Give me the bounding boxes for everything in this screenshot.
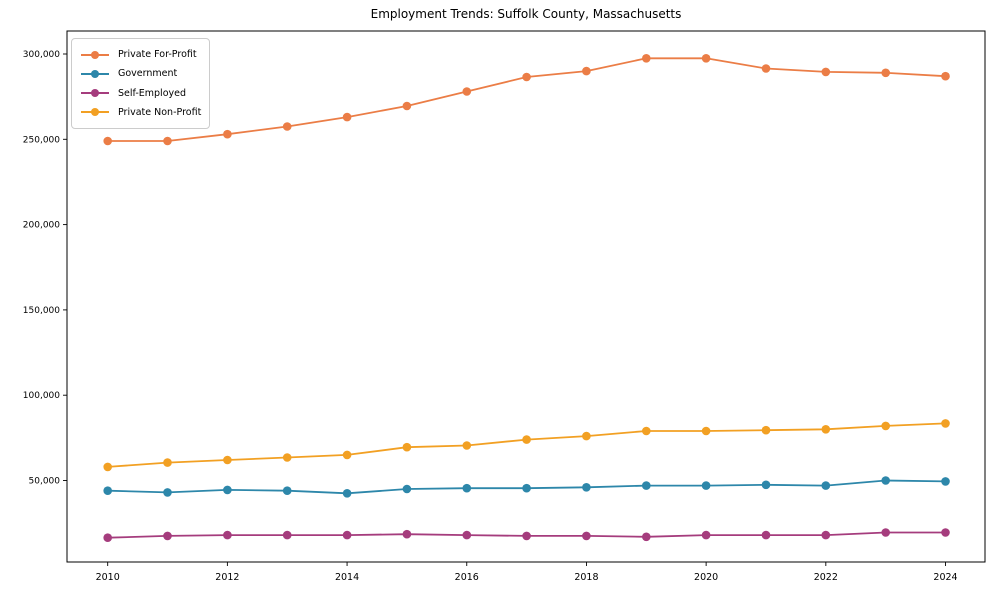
x-tick-label: 2010 (96, 572, 120, 583)
data-point-government (642, 481, 651, 490)
y-tick-label: 200,000 (23, 221, 60, 231)
x-tick-label: 2018 (574, 572, 598, 583)
data-point-self-employed (462, 530, 472, 540)
data-point-private-non-profit (582, 431, 591, 441)
data-point-government (163, 488, 172, 497)
data-point-private-for-profit (642, 54, 651, 63)
data-point-government (761, 480, 771, 490)
data-point-government (462, 483, 472, 493)
data-point-private-for-profit (522, 72, 531, 82)
legend-label-private-non-profit: Private Non-Profit (118, 106, 202, 118)
legend-marker-icon (81, 107, 109, 117)
data-point-self-employed (223, 530, 232, 540)
data-point-self-employed (821, 530, 831, 540)
data-point-private-non-profit (103, 462, 112, 472)
x-tick-label: 2024 (933, 572, 957, 583)
data-point-private-for-profit (462, 87, 472, 96)
series-self-employed (103, 528, 950, 542)
data-point-private-for-profit (701, 54, 711, 63)
legend-label-government: Government (118, 68, 178, 80)
data-point-private-non-profit (223, 455, 232, 465)
data-point-government (223, 485, 232, 495)
data-point-self-employed (522, 531, 531, 541)
data-point-government (342, 489, 352, 498)
data-point-self-employed (941, 528, 950, 537)
legend-marker-icon (81, 88, 109, 98)
series-line-private-non-profit (106, 422, 947, 468)
data-point-government (582, 483, 591, 492)
data-point-private-non-profit (881, 421, 890, 431)
data-point-government (881, 476, 890, 485)
data-point-self-employed (342, 530, 352, 540)
data-point-private-for-profit (821, 67, 831, 77)
data-point-private-for-profit (223, 129, 232, 139)
data-point-private-non-profit (642, 426, 651, 436)
data-point-private-non-profit (761, 425, 771, 435)
legend-marker-icon (81, 50, 109, 60)
y-tick-label: 150,000 (23, 306, 60, 316)
data-point-self-employed (881, 528, 890, 537)
data-point-private-for-profit (582, 66, 591, 76)
series-government (103, 476, 950, 498)
x-tick-label: 2022 (814, 572, 838, 583)
y-tick-label: 250,000 (23, 135, 60, 145)
data-point-private-non-profit (462, 441, 472, 450)
data-point-self-employed (642, 532, 651, 542)
y-tick-label: 300,000 (23, 50, 60, 60)
data-point-private-non-profit (941, 419, 950, 428)
data-point-self-employed (103, 533, 112, 542)
data-point-government (522, 483, 531, 493)
data-point-self-employed (402, 529, 412, 539)
y-tick-label: 100,000 (23, 391, 60, 401)
data-point-private-for-profit (402, 101, 412, 111)
legend-item-self-employed: Self-Employed (81, 84, 200, 103)
data-point-private-for-profit (941, 71, 950, 81)
data-point-private-for-profit (881, 68, 890, 78)
data-point-government (701, 481, 711, 490)
series-private-for-profit (103, 54, 950, 146)
data-point-private-for-profit (342, 112, 352, 122)
chart-title: Employment Trends: Suffolk County, Massa… (370, 7, 682, 21)
legend-item-government: Government (81, 64, 200, 83)
series-private-non-profit (103, 419, 950, 472)
data-point-private-non-profit (701, 426, 711, 436)
plot-frame (66, 30, 986, 563)
data-point-self-employed (701, 530, 711, 540)
data-point-self-employed (761, 530, 771, 540)
data-point-private-for-profit (761, 64, 771, 73)
data-point-self-employed (282, 530, 292, 540)
data-point-private-non-profit (522, 435, 531, 444)
data-point-government (821, 481, 831, 490)
data-point-private-non-profit (163, 458, 172, 467)
x-tick-label: 2012 (215, 572, 239, 583)
data-point-government (282, 486, 292, 496)
x-tick-label: 2020 (694, 572, 718, 583)
data-point-private-non-profit (821, 425, 831, 434)
data-point-government (941, 477, 950, 486)
data-point-private-for-profit (163, 136, 172, 146)
data-point-self-employed (163, 531, 172, 541)
legend-marker-icon (81, 69, 109, 79)
data-point-self-employed (582, 531, 591, 541)
y-tick-label: 50,000 (29, 477, 61, 487)
data-point-government (402, 484, 412, 494)
x-tick-label: 2014 (335, 572, 359, 583)
legend-label-private-for-profit: Private For-Profit (118, 49, 197, 61)
data-point-private-non-profit (282, 453, 292, 462)
legend-label-self-employed: Self-Employed (118, 87, 187, 99)
legend-item-private-for-profit: Private For-Profit (81, 45, 200, 64)
series-line-private-for-profit (106, 57, 947, 142)
legend-item-private-non-profit: Private Non-Profit (81, 103, 202, 122)
data-point-government (103, 486, 112, 496)
data-point-private-for-profit (282, 122, 292, 131)
data-point-private-for-profit (103, 136, 112, 146)
x-tick-label: 2016 (455, 572, 479, 583)
legend: Private For-Profit Government Self-Employe… (71, 38, 210, 129)
data-point-private-non-profit (342, 450, 352, 460)
data-point-private-non-profit (402, 442, 412, 452)
